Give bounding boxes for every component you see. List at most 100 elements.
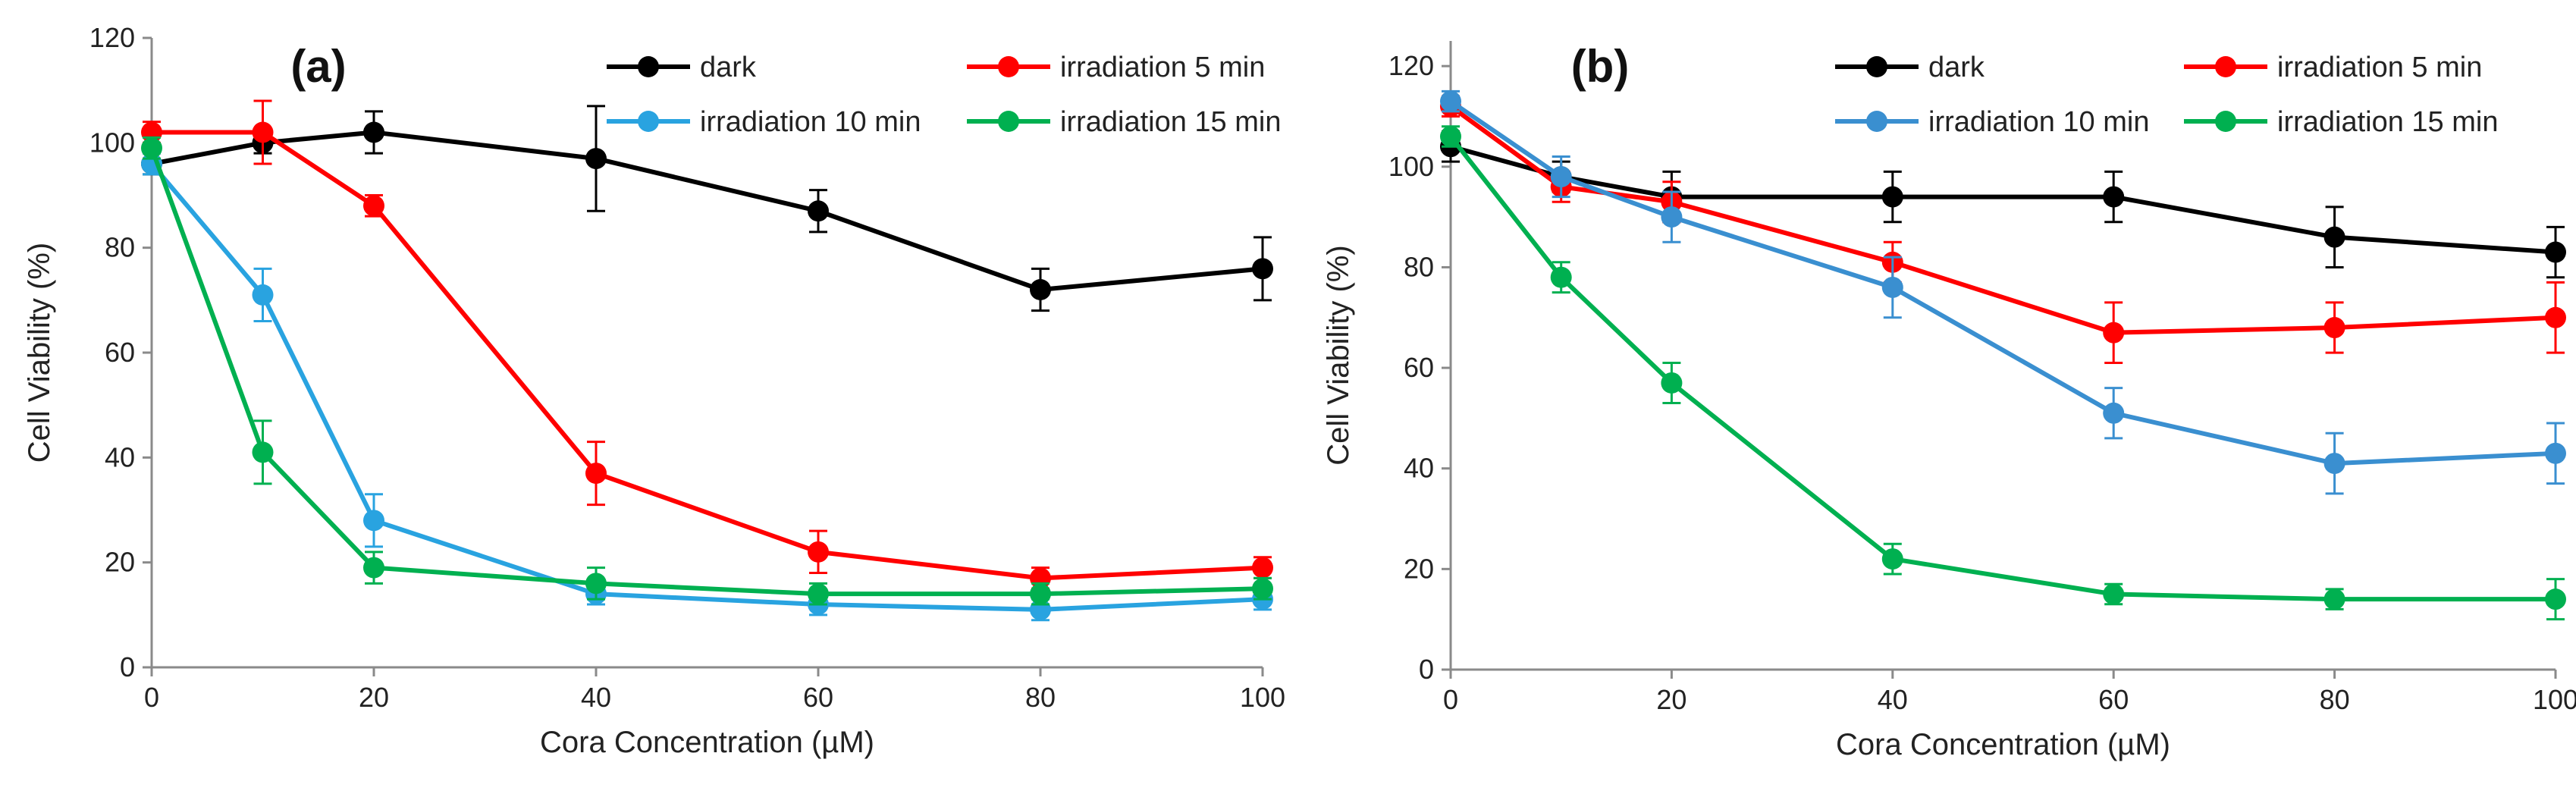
data-point (363, 510, 384, 532)
series-line (151, 130, 1263, 292)
series-dark (1440, 130, 2566, 279)
data-point (2103, 322, 2125, 344)
y-tick-label: 100 (89, 127, 135, 158)
data-point (2323, 317, 2345, 339)
legend-swatch-marker (998, 111, 1019, 132)
series-irradiation-10-min (1440, 89, 2566, 495)
data-point (2103, 186, 2125, 208)
legend-label: dark (1928, 52, 1985, 83)
legend-swatch-marker (1866, 56, 1887, 77)
data-point (1252, 578, 1273, 600)
legend-label: irradiation 15 min (1060, 106, 1281, 138)
series-line (1449, 99, 2556, 466)
legend-label: irradiation 5 min (1060, 52, 1265, 83)
legend-item: irradiation 15 min (967, 106, 1281, 138)
data-point (1440, 126, 1461, 148)
series-line (1449, 104, 2556, 335)
y-tick-label: 60 (105, 337, 135, 368)
x-tick-label: 60 (2098, 684, 2129, 715)
y-tick-label: 100 (1388, 151, 1434, 182)
legend-label: dark (700, 52, 757, 83)
y-tick-label: 60 (1404, 352, 1434, 383)
data-point (2545, 442, 2566, 464)
data-point (2545, 241, 2566, 263)
data-point (2545, 588, 2566, 610)
legend-swatch-marker (1866, 111, 1887, 132)
series-irradiation-5-min (141, 99, 1273, 590)
data-point (141, 137, 162, 159)
data-point (2323, 226, 2345, 248)
y-tick-label: 120 (1388, 50, 1434, 81)
series-irradiation-15-min (1440, 125, 2566, 621)
x-tick-label: 0 (1443, 684, 1458, 715)
x-tick-label: 80 (1025, 682, 1056, 713)
legend-item: irradiation 5 min (2184, 52, 2482, 83)
data-point (1440, 90, 1461, 112)
data-point (808, 583, 829, 605)
data-point (1550, 166, 1572, 188)
legend-swatch-marker (2215, 111, 2236, 132)
y-tick-label: 120 (89, 22, 135, 53)
data-point (363, 557, 384, 579)
y-axis-title: Cell Viability (%) (23, 243, 56, 463)
x-axis-title: Cora Concentration (µM) (540, 726, 874, 759)
legend: dark irradiation 5 min irradiation 10 min i… (1835, 52, 2498, 138)
legend-label: irradiation 5 min (2277, 52, 2482, 83)
chart-panel-a: 0 20 40 60 80 100 120 0 20 40 60 80 100 Cora Concentr… (23, 22, 1285, 759)
data-point (1661, 206, 1683, 228)
data-point (1881, 548, 1903, 570)
series-irradiation-10-min (141, 152, 1273, 622)
y-axis-title: Cell Viability (%) (1322, 245, 1355, 465)
y-tick-label: 40 (1404, 453, 1434, 484)
chart-panel-b: 0 20 40 60 80 100 120 0 20 40 60 80 100 Cora Concentr… (1322, 41, 2576, 761)
data-point (1881, 186, 1903, 208)
data-point (252, 441, 274, 463)
data-point (2323, 453, 2345, 475)
legend-item: dark (1835, 52, 1985, 83)
data-point (1030, 279, 1051, 300)
data-point (808, 200, 829, 222)
legend-item: irradiation 5 min (967, 52, 1265, 83)
data-point (585, 573, 607, 595)
legend: dark irradiation 5 min irradiation 10 min i… (607, 52, 1281, 138)
x-tick-label: 20 (1656, 684, 1686, 715)
y-tick-label: 40 (105, 441, 135, 472)
data-point (1030, 583, 1051, 605)
panel-label: (a) (290, 41, 346, 92)
y-tick-label: 20 (1404, 553, 1434, 584)
data-point (2103, 402, 2125, 424)
legend-item: irradiation 15 min (2184, 106, 2498, 138)
y-tick-label: 0 (1419, 654, 1434, 685)
data-point (585, 463, 607, 485)
legend-item: irradiation 10 min (607, 106, 921, 138)
data-point (585, 148, 607, 170)
x-tick-label: 20 (359, 682, 389, 713)
x-tick-label: 100 (1240, 682, 1285, 713)
x-tick-label: 60 (803, 682, 833, 713)
data-point (363, 121, 384, 143)
legend-swatch-marker (998, 56, 1019, 77)
data-point (252, 121, 274, 143)
y-tick-label: 80 (105, 232, 135, 263)
legend-swatch-marker (638, 56, 659, 77)
series-irradiation-15-min (141, 136, 1273, 606)
data-point (1881, 276, 1903, 298)
data-point (2323, 588, 2345, 610)
legend-swatch-marker (2215, 56, 2236, 77)
data-point (1550, 266, 1572, 288)
x-axis-title: Cora Concentration (µM) (1836, 728, 2170, 761)
x-tick-label: 40 (581, 682, 611, 713)
series-line (149, 162, 1263, 612)
data-point (1252, 557, 1273, 579)
legend-swatch-marker (638, 111, 659, 132)
legend-item: irradiation 10 min (1835, 106, 2149, 138)
series-line (1450, 144, 2556, 255)
x-tick-label: 80 (2320, 684, 2350, 715)
y-tick-label: 0 (120, 651, 135, 682)
x-tick-label: 40 (1878, 684, 1908, 715)
legend-label: irradiation 15 min (2277, 106, 2498, 138)
data-point (1252, 258, 1273, 280)
legend-item: dark (607, 52, 757, 83)
x-tick-label: 0 (144, 682, 159, 713)
